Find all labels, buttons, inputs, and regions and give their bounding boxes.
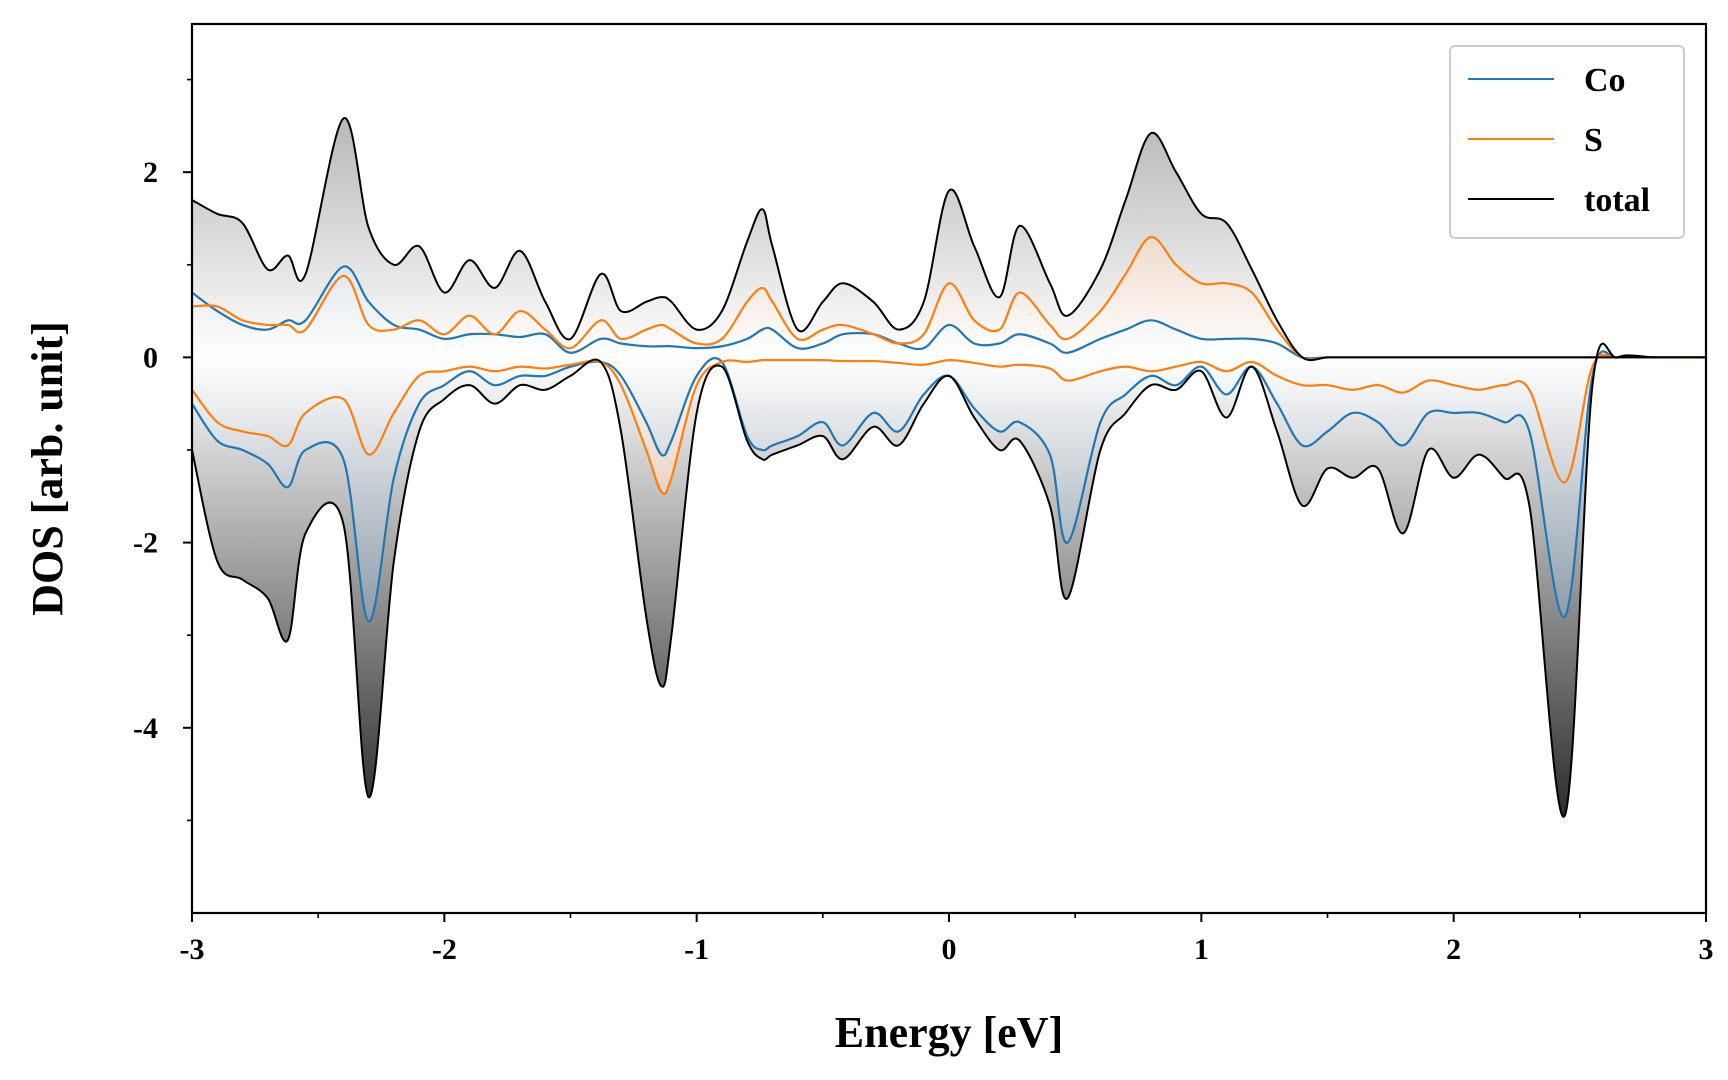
- y-axis: 2 0 -2 -4: [133, 78, 192, 822]
- x-tick-label: -2: [432, 933, 457, 966]
- x-tick-label: 3: [1699, 933, 1714, 966]
- fill-total-down: [192, 343, 1706, 817]
- legend-label-co: Co: [1584, 62, 1626, 99]
- x-tick-label: 0: [942, 933, 957, 966]
- x-tick-label: 1: [1194, 933, 1209, 966]
- y-axis-title: DOS [arb. unit]: [23, 321, 72, 616]
- line-total-down: [192, 342, 1706, 818]
- fill-co-down: [192, 351, 1706, 622]
- fill-s-up: [192, 236, 1706, 360]
- x-tick-label: -1: [684, 933, 709, 966]
- x-tick-label: 2: [1446, 933, 1461, 966]
- legend-label-total: total: [1584, 182, 1650, 219]
- y-tick-label: -4: [133, 712, 158, 745]
- legend-box: [1449, 45, 1685, 239]
- y-tick-label: -2: [133, 527, 158, 560]
- line-layer: [192, 117, 1706, 818]
- line-co-down: [192, 350, 1706, 623]
- fill-total-up: [192, 118, 1706, 361]
- y-tick-label: 2: [143, 156, 158, 189]
- x-axis: -3 -2 -1 0 1 2 3: [180, 913, 1714, 966]
- x-tick-label: -3: [180, 933, 205, 966]
- x-axis-title: Energy [eV]: [835, 1008, 1064, 1057]
- y-tick-label: 0: [143, 341, 158, 374]
- line-total-up: [192, 117, 1706, 362]
- legend-label-s: S: [1584, 122, 1603, 159]
- line-s-down: [192, 353, 1706, 496]
